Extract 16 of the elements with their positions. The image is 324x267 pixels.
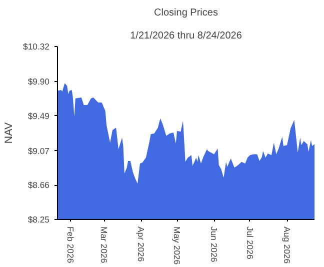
x-tick-label: Apr 2026 [136,226,146,262]
x-tick-label: Feb 2026 [66,226,76,264]
y-axis-title: NAV [3,122,16,144]
x-tick-label: Jun 2026 [209,226,220,262]
x-tick-label: Mar 2026 [99,226,110,264]
y-tick-label: $9.07 [28,146,50,156]
chart-subtitle: 1/21/2026 thru 8/24/2026 [130,30,242,42]
y-tick-label: $8.66 [28,180,50,190]
y-tick-label: $9.49 [28,110,50,121]
x-tick-label: Jul 2026 [244,226,255,260]
y-tick-label: $8.25 [28,214,50,224]
y-tick-label: $10.32 [23,42,50,52]
chart-title: Closing Prices [154,8,218,18]
x-tick-label: May 2026 [172,226,182,265]
x-tick-label: Aug 2026 [282,226,292,264]
y-tick-label: $9.90 [28,76,50,87]
